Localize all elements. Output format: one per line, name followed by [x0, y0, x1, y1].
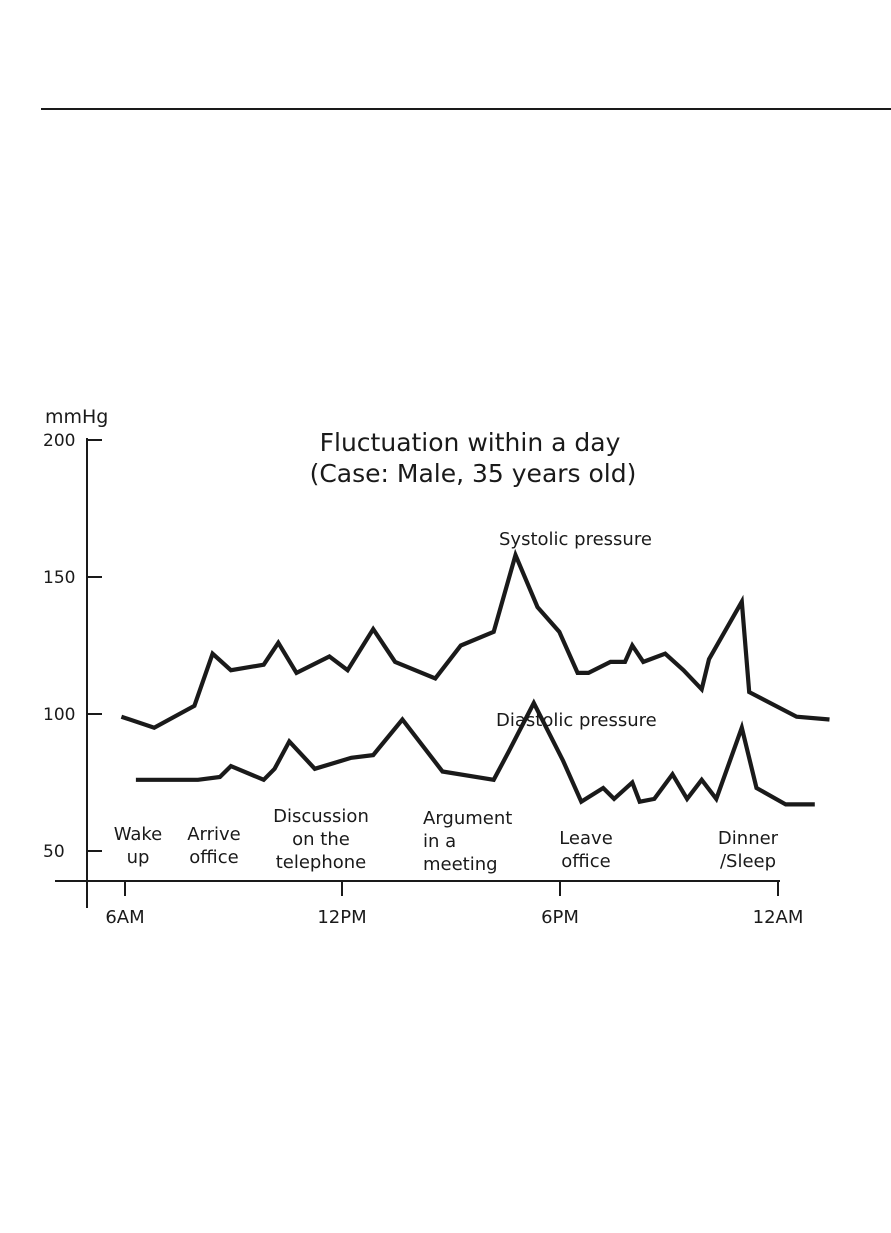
- event-annotation-line: on the: [292, 829, 350, 850]
- event-annotation-line: Discussion: [273, 806, 369, 827]
- series-labels: Systolic pressure Diastolic pressure: [496, 529, 657, 731]
- event-annotation: Dinner/Sleep: [718, 828, 779, 872]
- chart-subtitle: (Case: Male, 35 years old): [310, 459, 637, 488]
- y-tick-label: 100: [43, 705, 75, 725]
- series-label-systolic: Systolic pressure: [499, 529, 652, 550]
- chart-title: Fluctuation within a day: [320, 428, 621, 457]
- event-annotation-line: /Sleep: [720, 851, 776, 872]
- series-line-systolic: [120, 548, 830, 730]
- event-annotation-line: Wake: [114, 824, 163, 845]
- event-annotation-line: in a: [423, 831, 456, 852]
- y-tick-label: 50: [43, 842, 65, 862]
- event-annotation-line: Arrive: [187, 824, 241, 845]
- event-annotation-line: office: [561, 851, 610, 872]
- event-annotation-line: up: [127, 847, 150, 868]
- y-tick-label: 150: [43, 568, 75, 588]
- event-annotation: Arrive office: [187, 824, 241, 868]
- event-annotation: Leave office: [559, 828, 613, 872]
- series-label-diastolic: Diastolic pressure: [496, 710, 657, 731]
- event-annotation-line: telephone: [276, 852, 367, 873]
- event-annotation: Wake up: [114, 824, 163, 868]
- event-annotation-line: Dinner: [718, 828, 779, 849]
- x-tick-label: 12PM: [317, 907, 366, 928]
- axes: 200 150 100 50 6AM 12PM 6PM 12AM: [43, 431, 803, 928]
- x-tick-label: 6PM: [541, 907, 579, 928]
- event-annotation-line: office: [189, 847, 238, 868]
- event-annotation-line: Argument: [423, 808, 512, 829]
- x-tick-label: 12AM: [753, 907, 804, 928]
- event-annotation: Argument in a meeting: [423, 808, 512, 875]
- top-rule: [41, 108, 891, 110]
- event-annotation-line: Leave: [559, 828, 613, 849]
- event-annotation-line: meeting: [423, 854, 498, 875]
- series-lines: [120, 548, 830, 807]
- event-annotation: Discussion on the telephone: [273, 806, 369, 873]
- series-line-diastolic: [135, 698, 815, 807]
- y-tick-label: 200: [43, 431, 75, 451]
- y-axis-unit: mmHg: [45, 406, 108, 428]
- x-tick-label: 6AM: [105, 907, 144, 928]
